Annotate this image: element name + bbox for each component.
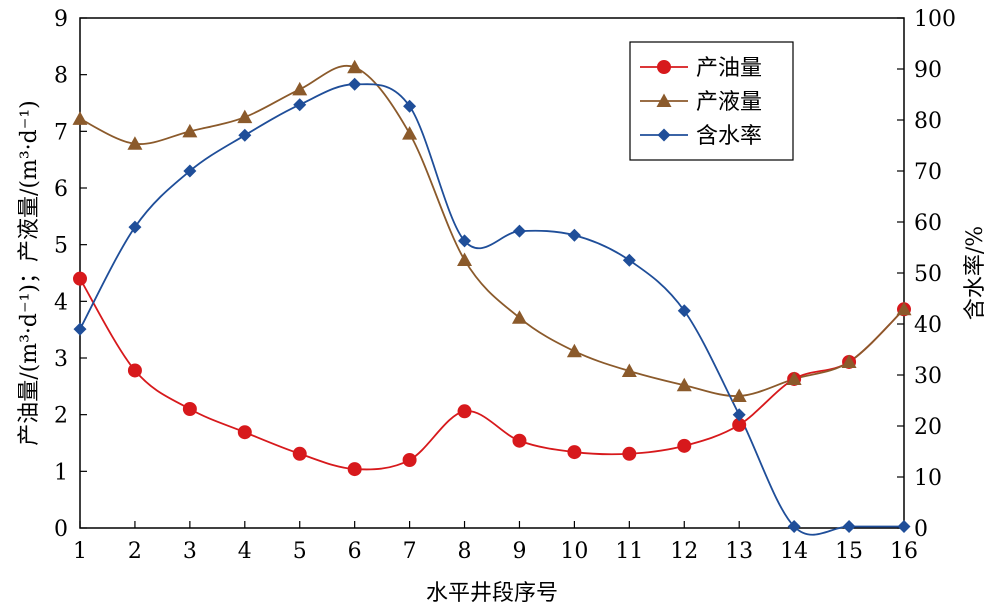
data-point-series-3 <box>842 519 856 533</box>
data-point-series-2 <box>292 81 308 96</box>
x-tick-label: 5 <box>293 539 307 564</box>
y-right-tick-label: 50 <box>914 262 942 287</box>
data-point-series-2 <box>731 388 747 402</box>
data-point-series-2 <box>511 310 527 324</box>
y-left-tick-label: 1 <box>54 460 68 485</box>
y-left-tick-label: 4 <box>54 290 68 315</box>
data-point-series-1 <box>402 453 417 467</box>
y-right-tick-label: 70 <box>914 160 942 185</box>
data-point-series-3 <box>73 322 87 336</box>
data-point-series-3 <box>622 253 636 267</box>
y-left-axis-label: 产油量/(m³·d⁻¹)；产液量/(m³·d⁻¹) <box>17 100 42 446</box>
y-right-axis-label: 含水率/% <box>963 226 988 320</box>
x-tick-label: 3 <box>183 539 197 564</box>
data-point-series-2 <box>72 111 88 125</box>
y-right-tick-label: 10 <box>914 466 942 491</box>
x-tick-label: 10 <box>560 539 588 564</box>
x-tick-label: 16 <box>890 539 918 564</box>
series-markers <box>72 59 912 533</box>
x-tick-label: 11 <box>615 539 643 564</box>
series-lines <box>79 64 905 536</box>
legend-marker <box>657 60 671 74</box>
legend-label: 产液量 <box>696 90 762 115</box>
y-left-tick-label: 9 <box>54 7 68 32</box>
data-point-series-3 <box>128 220 142 234</box>
y-left-tick-label: 7 <box>54 120 68 145</box>
data-point-series-2 <box>566 343 582 358</box>
data-point-series-3 <box>512 224 526 238</box>
y-right-tick-label: 30 <box>914 364 942 389</box>
x-tick-label: 15 <box>835 539 863 564</box>
data-point-series-3 <box>732 408 746 422</box>
data-point-series-2 <box>786 371 802 385</box>
data-point-series-3 <box>458 234 472 248</box>
data-point-series-3 <box>183 164 197 178</box>
x-tick-label: 12 <box>670 539 698 564</box>
data-point-series-2 <box>237 109 253 124</box>
data-point-series-1 <box>237 425 252 440</box>
data-point-series-1 <box>457 404 472 419</box>
y-right-tick-label: 40 <box>914 313 942 338</box>
y-right-tick-label: 0 <box>914 517 928 542</box>
series-line-2 <box>79 64 905 397</box>
y-right-tick-label: 80 <box>914 109 942 134</box>
data-point-series-3 <box>293 98 307 112</box>
x-tick-label: 14 <box>780 539 808 564</box>
data-point-series-1 <box>127 363 142 378</box>
data-point-series-1 <box>73 271 87 286</box>
x-tick-label: 9 <box>512 539 526 564</box>
data-point-series-1 <box>622 446 637 461</box>
x-tick-label: 2 <box>128 539 142 564</box>
data-point-series-3 <box>787 519 801 533</box>
x-tick-label: 7 <box>403 539 417 564</box>
x-tick-label: 8 <box>458 539 472 564</box>
y-left-tick-label: 8 <box>54 64 68 89</box>
data-point-series-2 <box>841 354 857 368</box>
data-point-series-3 <box>348 77 362 91</box>
series-line-3 <box>79 83 904 536</box>
y-left-tick-label: 2 <box>54 404 68 429</box>
data-point-series-3 <box>403 99 417 113</box>
y-left-tick-label: 5 <box>54 234 68 259</box>
data-point-series-2 <box>896 301 912 316</box>
y-right-tick-label: 20 <box>914 415 942 440</box>
y-right-tick-label: 60 <box>914 211 942 236</box>
data-point-series-1 <box>182 402 197 416</box>
data-point-series-1 <box>567 445 582 460</box>
data-point-series-1 <box>292 446 307 461</box>
data-point-series-2 <box>621 363 637 378</box>
x-tick-label: 13 <box>725 539 753 564</box>
legend-marker <box>657 128 671 142</box>
legend-marker <box>656 93 672 107</box>
data-point-series-2 <box>127 136 143 150</box>
data-point-series-3 <box>567 228 581 242</box>
data-point-series-2 <box>457 252 473 266</box>
x-axis-label: 水平井段序号 <box>426 581 558 606</box>
y-right-tick-label: 90 <box>914 58 942 83</box>
x-tick-label: 6 <box>348 539 362 564</box>
axes: 1 2 3 4 5 6 7 8 9 10 11 12 13 14 15 1601234567890102030… <box>17 7 988 606</box>
y-right-tick-label: 100 <box>914 7 956 32</box>
y-left-tick-label: 3 <box>54 347 68 372</box>
data-point-series-3 <box>897 519 911 533</box>
y-left-tick-label: 6 <box>54 177 68 202</box>
data-point-series-3 <box>677 304 691 318</box>
x-tick-label: 1 <box>73 539 87 564</box>
data-point-series-2 <box>347 59 363 74</box>
data-point-series-1 <box>347 462 362 477</box>
data-point-series-3 <box>238 128 252 142</box>
data-point-series-2 <box>182 123 198 138</box>
series-line-1 <box>79 278 905 471</box>
legend-label: 含水率 <box>696 124 762 149</box>
legend-label: 产油量 <box>696 56 762 81</box>
data-point-series-1 <box>677 438 692 453</box>
data-point-series-2 <box>676 377 692 392</box>
data-point-series-1 <box>512 433 527 448</box>
y-left-tick-label: 0 <box>54 517 68 542</box>
data-point-series-2 <box>402 126 418 140</box>
x-tick-label: 4 <box>238 539 252 564</box>
